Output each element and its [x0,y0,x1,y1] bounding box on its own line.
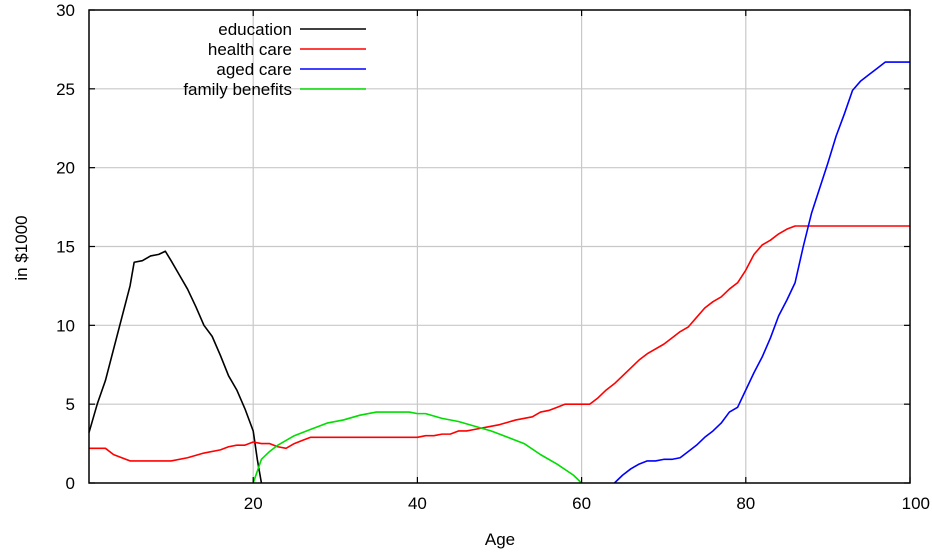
y-tick-label: 25 [56,80,75,99]
y-tick-label: 30 [56,1,75,20]
series-line-health-care [89,225,910,462]
x-tick-label: 100 [902,494,930,513]
legend-label-education: education [218,20,292,39]
legend-label-health-care: health care [208,40,292,59]
series-layer [88,61,910,484]
y-tick-label: 5 [66,395,75,414]
y-axis-title: in $1000 [12,215,31,280]
x-tick-label: 80 [736,494,755,513]
x-tick-label: 20 [244,494,263,513]
axes-layer: 20 40 60 80 100 0 5 10 15 20 25 30 [56,1,930,513]
x-tick-label: 40 [408,494,427,513]
y-tick-label: 10 [56,316,75,335]
y-tick-label: 20 [56,159,75,178]
series-line-aged-care [613,61,910,484]
grid-layer [89,10,910,483]
series-line-education [88,250,263,484]
legend-label-family-benefits: family benefits [183,80,292,99]
x-axis-title: Age [485,530,515,549]
series-line-family-benefits [252,411,583,484]
legend-label-aged-care: aged care [216,60,292,79]
labels-layer: Age in $1000 [12,215,515,549]
y-tick-label: 0 [66,474,75,493]
y-tick-label: 15 [56,238,75,257]
x-tick-label: 60 [572,494,591,513]
